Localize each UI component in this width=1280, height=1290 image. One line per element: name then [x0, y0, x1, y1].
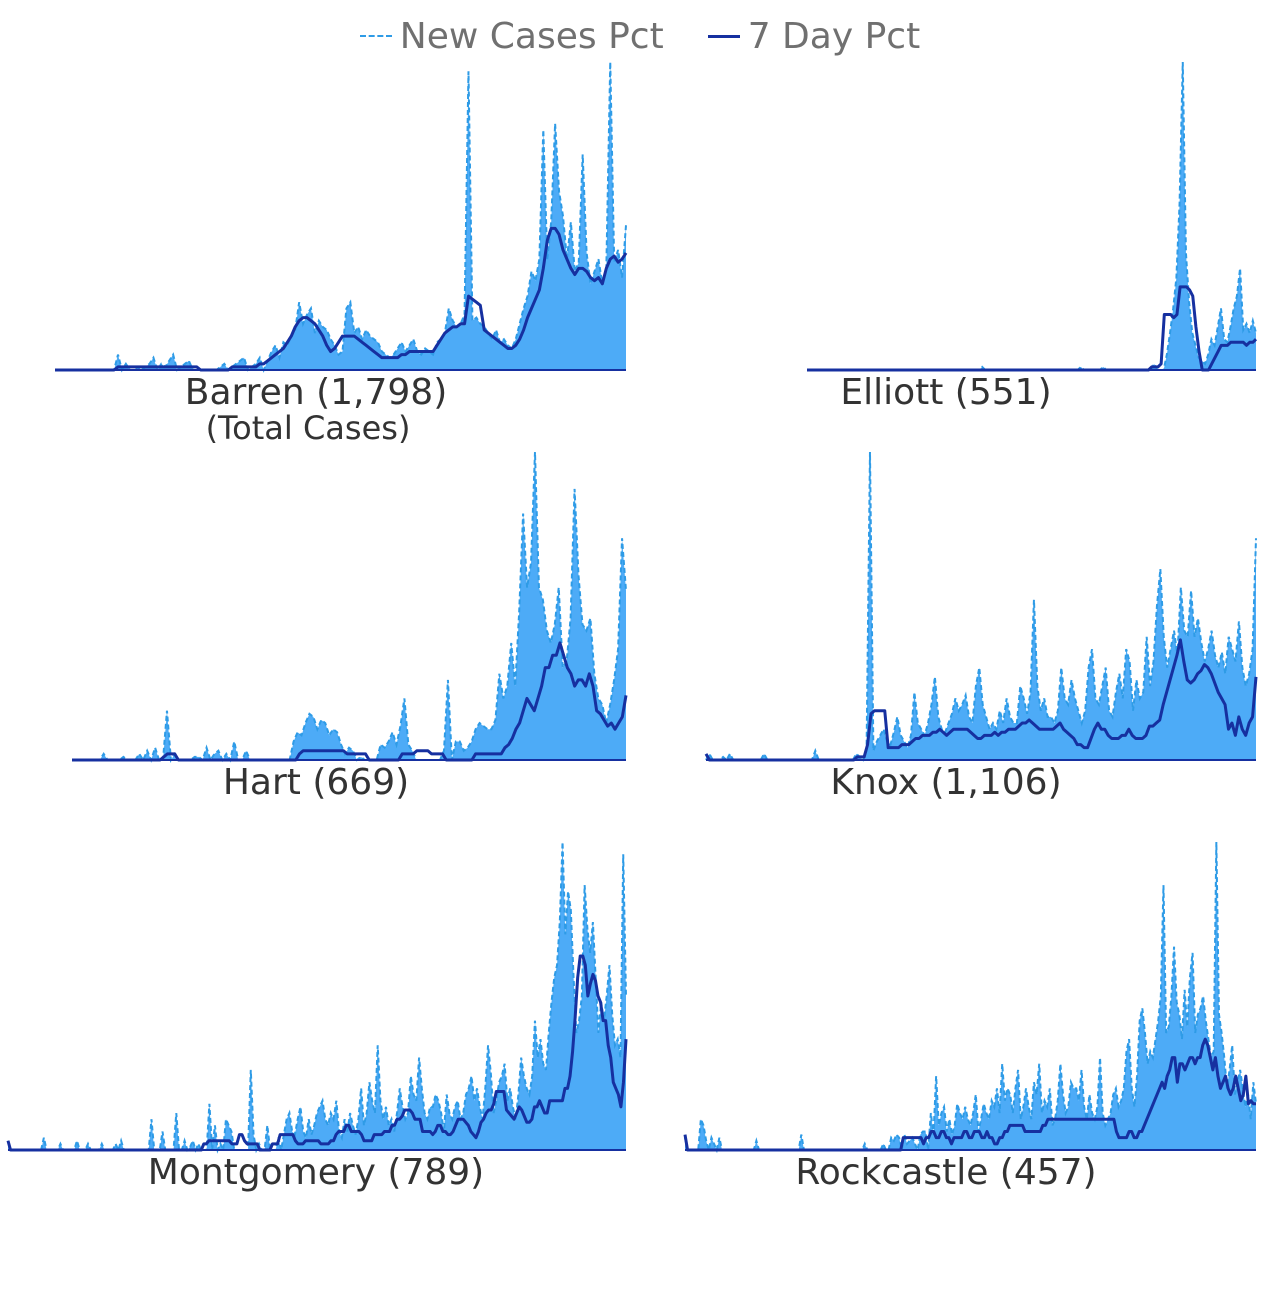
legend-item-seven-day[interactable]: 7 Day Pct	[707, 15, 921, 57]
panel-title: Rockcastle (457)	[795, 1152, 1096, 1193]
county-panel-0: Barren (1,798)(Total Cases)	[55, 61, 628, 447]
county-panel-3: Knox (1,106)	[704, 451, 1258, 803]
new-cases-area	[685, 842, 1256, 1150]
new-cases-area	[8, 842, 626, 1150]
new-cases-area	[72, 452, 626, 760]
legend-item-new-cases[interactable]: New Cases Pct	[359, 15, 664, 57]
legend-label-seven-day: 7 Day Pct	[747, 15, 921, 57]
legend-label-new-cases: New Cases Pct	[399, 15, 664, 57]
new-cases-area	[55, 62, 626, 370]
panel-title: Barren (1,798)	[185, 372, 448, 413]
panel-title: Hart (669)	[223, 762, 409, 803]
seven-day-line	[72, 641, 628, 762]
panel-title: Montgomery (789)	[148, 1152, 484, 1193]
panel-title: Elliott (551)	[840, 372, 1051, 413]
chart-legend: New Cases Pct 7 Day Pct	[0, 10, 1280, 62]
dashed-line-swatch-icon	[359, 35, 392, 37]
panel-title: Knox (1,106)	[830, 762, 1061, 803]
new-cases-area	[807, 62, 1256, 370]
new-cases-line	[55, 61, 627, 373]
panel-subtitle: (Total Cases)	[206, 409, 411, 447]
county-panel-4: Montgomery (789)	[6, 841, 628, 1193]
county-panel-1: Elliott (551)	[807, 61, 1258, 413]
seven-day-line	[55, 226, 628, 372]
new-cases-line	[72, 451, 627, 764]
new-cases-area	[706, 452, 1256, 760]
county-panel-5: Rockcastle (457)	[683, 841, 1257, 1193]
solid-line-swatch-icon	[707, 34, 740, 38]
county-panel-2: Hart (669)	[72, 451, 628, 803]
